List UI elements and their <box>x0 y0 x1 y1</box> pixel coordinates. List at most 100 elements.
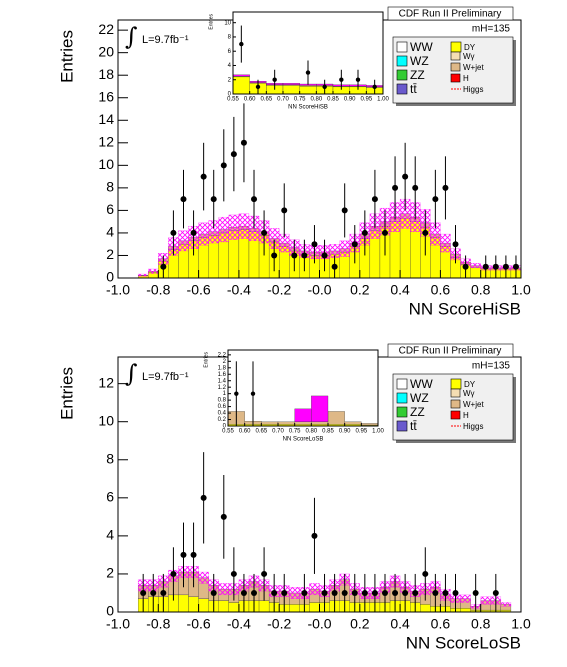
stack-bar <box>344 421 362 425</box>
stack-bar <box>277 421 295 425</box>
data-point <box>322 84 327 90</box>
legend-label: DY <box>464 43 476 52</box>
legend-label: DY <box>464 380 476 389</box>
stack-bar <box>232 74 250 77</box>
x-tick-label: 0.75 <box>294 97 306 103</box>
data-point <box>281 589 288 596</box>
stack-bar <box>420 604 431 613</box>
data-point <box>250 391 256 396</box>
legend-swatch <box>450 51 461 61</box>
stack-bar <box>261 421 279 425</box>
chart-title: CDF Run II Preliminary <box>399 9 502 20</box>
y-tick-label: 1.4 <box>218 378 227 384</box>
y-tick-label: 1.6 <box>218 372 227 378</box>
legend-label: W+jet <box>463 400 484 409</box>
x-tick-label: -0.6 <box>187 282 211 298</box>
legend-swatch <box>450 41 462 53</box>
data-point <box>180 196 187 203</box>
legend-swatch <box>450 73 461 83</box>
x-tick-label: 0.6 <box>431 616 451 632</box>
data-point <box>351 589 358 596</box>
x-tick-label: -0.2 <box>267 616 291 632</box>
stack-bar <box>198 598 209 613</box>
x-tick-label: 1.00 <box>377 97 389 103</box>
stack-bar <box>282 85 300 95</box>
y-tick-label: 10 <box>224 20 231 26</box>
data-point <box>361 229 368 236</box>
y-tick-label: 18 <box>98 66 114 82</box>
y-tick-label: 8 <box>106 179 114 195</box>
x-tick-label: 0.80 <box>305 429 317 435</box>
x-tick-label: 0.6 <box>431 282 451 298</box>
x-tick-label: -0.8 <box>146 282 170 298</box>
stack-bar <box>299 86 317 95</box>
data-point <box>200 173 207 180</box>
y-tick-label: 1.8 <box>218 365 227 371</box>
stack-bar <box>218 600 229 613</box>
data-point <box>150 589 157 596</box>
lumi-symbol: ∫ <box>125 23 138 51</box>
x-tick-label: 1.00 <box>372 429 384 435</box>
x-tick-label: 0.4 <box>390 282 410 298</box>
legend-swatch <box>396 406 408 418</box>
legend-label: WW <box>410 377 433 391</box>
data-point <box>402 173 409 180</box>
data-point <box>381 589 388 596</box>
data-point <box>311 532 318 539</box>
stack-bar <box>289 604 300 613</box>
y-tick-label: 10 <box>98 156 114 172</box>
data-point <box>402 589 409 596</box>
data-point <box>261 570 268 577</box>
x-tick-label: 0.55 <box>222 429 234 435</box>
stack-bar <box>309 602 320 613</box>
data-point <box>311 241 318 248</box>
y-axis-title: Entries <box>208 14 214 30</box>
y-tick-label: 10 <box>98 412 114 428</box>
lumi-symbol: ∫ <box>125 360 138 388</box>
data-point <box>502 263 509 270</box>
data-point <box>190 551 197 558</box>
y-tick-label: 0.8 <box>218 398 227 404</box>
x-tick-label: -0.4 <box>227 282 251 298</box>
uncertainty-band <box>500 602 512 607</box>
y-tick-label: 2.2 <box>218 352 227 358</box>
y-tick-label: 4 <box>106 527 114 543</box>
x-tick-label: -0.0 <box>307 616 331 632</box>
x-tick-label: 0.95 <box>355 429 367 435</box>
mass-label: mH=135 <box>472 361 511 372</box>
y-tick-label: 0 <box>228 92 232 98</box>
x-tick-label: 0.55 <box>227 97 239 103</box>
uncertainty-band <box>218 216 230 243</box>
stack-bar <box>294 421 312 425</box>
x-tick-label: 0.80 <box>310 97 322 103</box>
x-tick-label: -0.8 <box>146 616 170 632</box>
legend-swatch <box>396 41 408 53</box>
legend-swatch <box>396 69 408 81</box>
y-tick-label: 0.4 <box>218 411 227 417</box>
data-point <box>432 589 439 596</box>
data-point <box>371 196 378 203</box>
uncertainty-band <box>218 583 230 596</box>
uncertainty-band <box>470 263 481 269</box>
data-point <box>239 41 244 47</box>
data-point <box>341 589 348 596</box>
x-tick-label: 0.2 <box>350 616 370 632</box>
data-point <box>210 196 217 203</box>
legend-label: tt̄ <box>410 82 417 96</box>
stack-bar <box>228 602 240 613</box>
data-point <box>339 77 344 82</box>
x-tick-label: -1.0 <box>106 282 130 298</box>
y-tick-label: 2 <box>106 246 114 262</box>
data-point <box>361 589 368 596</box>
x-tick-label: -0.2 <box>267 282 291 298</box>
data-point <box>432 196 439 203</box>
data-point <box>492 263 499 270</box>
data-point <box>462 263 469 270</box>
uncertainty-band <box>289 587 300 599</box>
legend-label: Higgs <box>463 422 483 431</box>
y-tick-label: 22 <box>98 21 114 37</box>
data-point <box>331 589 338 596</box>
stack-bar <box>311 395 329 422</box>
x-tick-label: 0.90 <box>344 97 356 103</box>
data-point <box>301 252 308 259</box>
